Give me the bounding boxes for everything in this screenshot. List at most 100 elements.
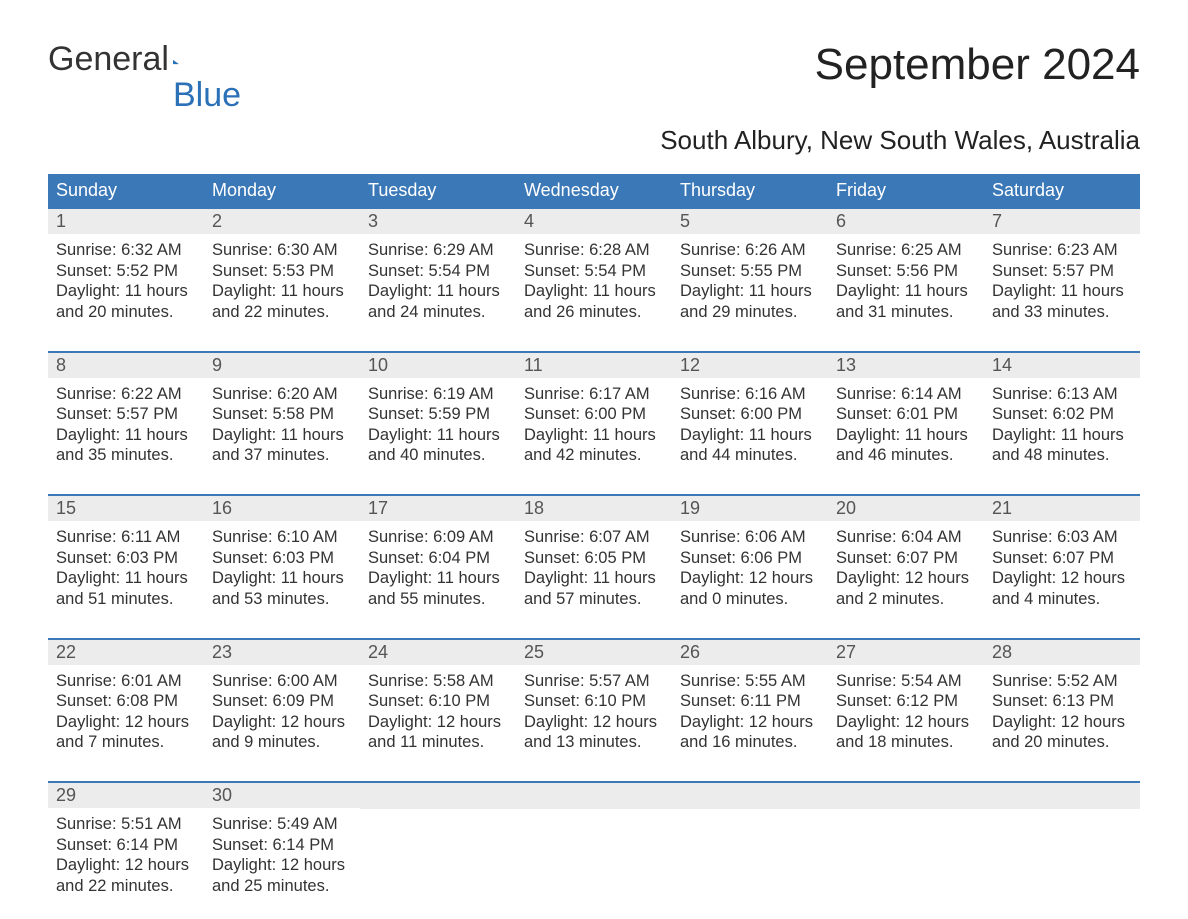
day-number: 29 xyxy=(48,783,204,808)
calendar-day: 6Sunrise: 6:25 AMSunset: 5:56 PMDaylight… xyxy=(828,209,984,345)
daylight-text-1: Daylight: 11 hours xyxy=(836,281,976,302)
daylight-text-1: Daylight: 12 hours xyxy=(56,712,196,733)
daylight-text-2: and 53 minutes. xyxy=(212,589,352,610)
logo: General xyxy=(48,40,207,79)
calendar-day: 23Sunrise: 6:00 AMSunset: 6:09 PMDayligh… xyxy=(204,640,360,776)
sunrise-text: Sunrise: 5:54 AM xyxy=(836,671,976,692)
day-number: 15 xyxy=(48,496,204,521)
sunrise-text: Sunrise: 5:58 AM xyxy=(368,671,508,692)
daylight-text-2: and 46 minutes. xyxy=(836,445,976,466)
day-number xyxy=(360,783,516,809)
daylight-text-1: Daylight: 11 hours xyxy=(212,568,352,589)
calendar: SundayMondayTuesdayWednesdayThursdayFrid… xyxy=(48,174,1140,919)
daylight-text-1: Daylight: 12 hours xyxy=(836,568,976,589)
calendar-day: 16Sunrise: 6:10 AMSunset: 6:03 PMDayligh… xyxy=(204,496,360,632)
daylight-text-2: and 24 minutes. xyxy=(368,302,508,323)
sunrise-text: Sunrise: 6:10 AM xyxy=(212,527,352,548)
calendar-day: 8Sunrise: 6:22 AMSunset: 5:57 PMDaylight… xyxy=(48,353,204,489)
sunrise-text: Sunrise: 6:06 AM xyxy=(680,527,820,548)
day-number: 7 xyxy=(984,209,1140,234)
daylight-text-1: Daylight: 11 hours xyxy=(56,281,196,302)
sunrise-text: Sunrise: 6:00 AM xyxy=(212,671,352,692)
sunset-text: Sunset: 5:55 PM xyxy=(680,261,820,282)
calendar-day: 4Sunrise: 6:28 AMSunset: 5:54 PMDaylight… xyxy=(516,209,672,345)
daylight-text-1: Daylight: 11 hours xyxy=(368,281,508,302)
sunrise-text: Sunrise: 5:51 AM xyxy=(56,814,196,835)
calendar-day: 22Sunrise: 6:01 AMSunset: 6:08 PMDayligh… xyxy=(48,640,204,776)
day-details: Sunrise: 5:49 AMSunset: 6:14 PMDaylight:… xyxy=(204,808,360,919)
daylight-text-2: and 20 minutes. xyxy=(992,732,1132,753)
day-details: Sunrise: 6:29 AMSunset: 5:54 PMDaylight:… xyxy=(360,234,516,345)
daylight-text-2: and 18 minutes. xyxy=(836,732,976,753)
day-details: Sunrise: 5:57 AMSunset: 6:10 PMDaylight:… xyxy=(516,665,672,776)
sunrise-text: Sunrise: 6:32 AM xyxy=(56,240,196,261)
calendar-day: 18Sunrise: 6:07 AMSunset: 6:05 PMDayligh… xyxy=(516,496,672,632)
calendar-day: 19Sunrise: 6:06 AMSunset: 6:06 PMDayligh… xyxy=(672,496,828,632)
calendar-day: 28Sunrise: 5:52 AMSunset: 6:13 PMDayligh… xyxy=(984,640,1140,776)
sunrise-text: Sunrise: 6:23 AM xyxy=(992,240,1132,261)
sunrise-text: Sunrise: 6:30 AM xyxy=(212,240,352,261)
sunrise-text: Sunrise: 6:19 AM xyxy=(368,384,508,405)
sunset-text: Sunset: 6:09 PM xyxy=(212,691,352,712)
calendar-day: 12Sunrise: 6:16 AMSunset: 6:00 PMDayligh… xyxy=(672,353,828,489)
weekday-header: Friday xyxy=(828,174,984,207)
day-details: Sunrise: 6:19 AMSunset: 5:59 PMDaylight:… xyxy=(360,378,516,489)
day-number xyxy=(828,783,984,809)
day-details: Sunrise: 5:58 AMSunset: 6:10 PMDaylight:… xyxy=(360,665,516,776)
sunset-text: Sunset: 5:54 PM xyxy=(524,261,664,282)
sunset-text: Sunset: 6:03 PM xyxy=(212,548,352,569)
sunrise-text: Sunrise: 6:28 AM xyxy=(524,240,664,261)
daylight-text-2: and 57 minutes. xyxy=(524,589,664,610)
day-details: Sunrise: 6:10 AMSunset: 6:03 PMDaylight:… xyxy=(204,521,360,632)
weekday-header-row: SundayMondayTuesdayWednesdayThursdayFrid… xyxy=(48,174,1140,207)
day-number: 8 xyxy=(48,353,204,378)
calendar-week: 8Sunrise: 6:22 AMSunset: 5:57 PMDaylight… xyxy=(48,351,1140,489)
daylight-text-2: and 22 minutes. xyxy=(56,876,196,897)
daylight-text-1: Daylight: 12 hours xyxy=(992,568,1132,589)
day-details: Sunrise: 6:32 AMSunset: 5:52 PMDaylight:… xyxy=(48,234,204,345)
day-number xyxy=(672,783,828,809)
day-details: Sunrise: 6:26 AMSunset: 5:55 PMDaylight:… xyxy=(672,234,828,345)
location-subtitle: South Albury, New South Wales, Australia xyxy=(48,125,1140,156)
calendar-day: 7 Sunrise: 6:23 AMSunset: 5:57 PMDaylight… xyxy=(984,209,1140,345)
calendar-day: 3Sunrise: 6:29 AMSunset: 5:54 PMDaylight… xyxy=(360,209,516,345)
daylight-text-1: Daylight: 12 hours xyxy=(524,712,664,733)
day-details: Sunrise: 6:22 AMSunset: 5:57 PMDaylight:… xyxy=(48,378,204,489)
daylight-text-1: Daylight: 11 hours xyxy=(836,425,976,446)
sunrise-text: Sunrise: 6:11 AM xyxy=(56,527,196,548)
daylight-text-1: Daylight: 12 hours xyxy=(212,712,352,733)
sunrise-text: Sunrise: 5:57 AM xyxy=(524,671,664,692)
daylight-text-1: Daylight: 12 hours xyxy=(56,855,196,876)
daylight-text-1: Daylight: 11 hours xyxy=(212,425,352,446)
daylight-text-1: Daylight: 11 hours xyxy=(524,281,664,302)
daylight-text-1: Daylight: 11 hours xyxy=(992,425,1132,446)
day-number: 2 xyxy=(204,209,360,234)
sunset-text: Sunset: 6:14 PM xyxy=(56,835,196,856)
daylight-text-1: Daylight: 12 hours xyxy=(680,712,820,733)
daylight-text-2: and 4 minutes. xyxy=(992,589,1132,610)
sunset-text: Sunset: 6:05 PM xyxy=(524,548,664,569)
daylight-text-1: Daylight: 11 hours xyxy=(524,568,664,589)
day-details: Sunrise: 5:55 AMSunset: 6:11 PMDaylight:… xyxy=(672,665,828,776)
calendar-day: 29 Sunrise: 5:51 AMSunset: 6:14 PMDayligh… xyxy=(48,783,204,919)
daylight-text-2: and 0 minutes. xyxy=(680,589,820,610)
sunset-text: Sunset: 6:10 PM xyxy=(524,691,664,712)
daylight-text-1: Daylight: 12 hours xyxy=(836,712,976,733)
day-details: Sunrise: 6:11 AMSunset: 6:03 PMDaylight:… xyxy=(48,521,204,632)
calendar-day: 27Sunrise: 5:54 AMSunset: 6:12 PMDayligh… xyxy=(828,640,984,776)
calendar-week: 29 Sunrise: 5:51 AMSunset: 6:14 PMDayligh… xyxy=(48,781,1140,919)
calendar-day: 13Sunrise: 6:14 AMSunset: 6:01 PMDayligh… xyxy=(828,353,984,489)
day-number: 21 xyxy=(984,496,1140,521)
day-number xyxy=(516,783,672,809)
calendar-day: 14Sunrise: 6:13 AMSunset: 6:02 PMDayligh… xyxy=(984,353,1140,489)
day-details: Sunrise: 6:30 AMSunset: 5:53 PMDaylight:… xyxy=(204,234,360,345)
sunset-text: Sunset: 5:58 PM xyxy=(212,404,352,425)
logo-flag-icon xyxy=(173,50,179,74)
daylight-text-1: Daylight: 11 hours xyxy=(992,281,1132,302)
weekday-header: Saturday xyxy=(984,174,1140,207)
daylight-text-2: and 48 minutes. xyxy=(992,445,1132,466)
day-number: 17 xyxy=(360,496,516,521)
daylight-text-1: Daylight: 11 hours xyxy=(56,568,196,589)
sunset-text: Sunset: 5:57 PM xyxy=(992,261,1132,282)
sunset-text: Sunset: 6:11 PM xyxy=(680,691,820,712)
